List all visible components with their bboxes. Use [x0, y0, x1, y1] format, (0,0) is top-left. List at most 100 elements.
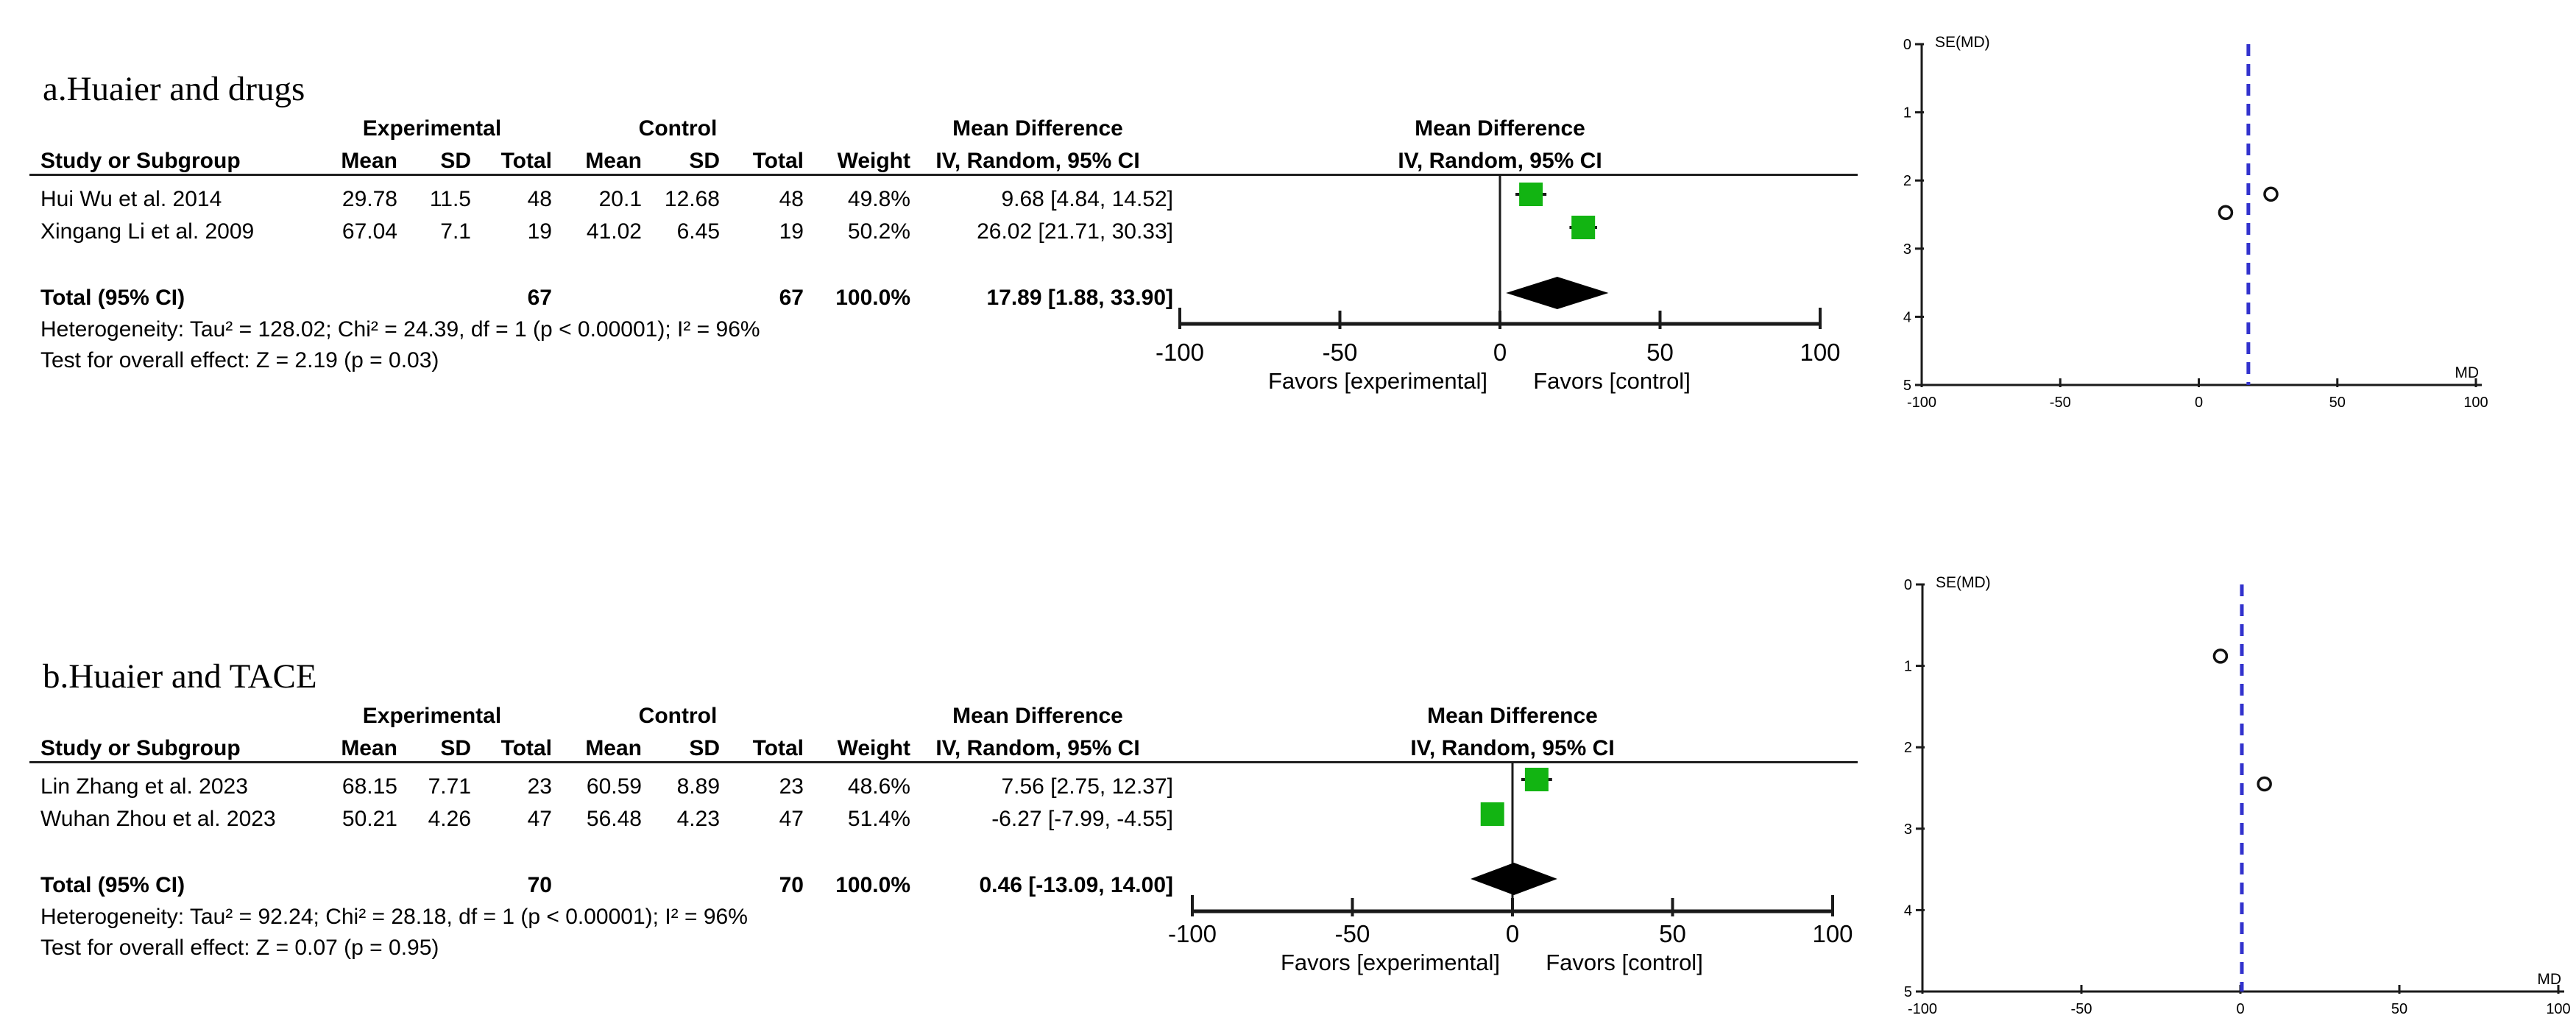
header-weight: Weight: [837, 149, 910, 173]
heterogeneity-line: Heterogeneity: Tau² = 92.24; Chi² = 28.1…: [40, 905, 748, 929]
md-column-title: Mean Difference: [952, 116, 1123, 141]
total-exp-n: 70: [527, 873, 552, 897]
group-header-experimental: Experimental: [362, 704, 502, 728]
forest-tick-label: 0: [1493, 339, 1507, 366]
funnel-x-tick-label: 100: [2463, 395, 2488, 411]
forest-tick-label: 100: [1812, 920, 1853, 947]
cell-weight: 48.6%: [847, 774, 910, 799]
funnel-y-tick-label: 1: [1903, 105, 1911, 121]
heterogeneity-line: Heterogeneity: Tau² = 128.02; Chi² = 24.…: [40, 317, 760, 342]
funnel-y-tick-label: 0: [1904, 577, 1912, 593]
cell-ctl-sd: 12.68: [664, 187, 720, 211]
overall-effect-line: Test for overall effect: Z = 2.19 (p = 0…: [40, 348, 439, 372]
funnel-y-tick-label: 1: [1904, 659, 1912, 675]
header-study: Study or Subgroup: [40, 736, 241, 760]
total-weight: 100.0%: [835, 286, 910, 310]
header-exp-mean: Mean: [341, 736, 397, 760]
header-rule: [29, 174, 1858, 176]
header-ctl-mean: Mean: [585, 149, 642, 173]
favors-right-label: Favors [control]: [1533, 368, 1691, 394]
cell-ci: 9.68 [4.84, 14.52]: [1001, 187, 1173, 211]
funnel-x-tick-label: 50: [2391, 1001, 2407, 1017]
favors-left-label: Favors [experimental]: [1281, 950, 1500, 975]
funnel-x-tick-label: -100: [1907, 395, 1936, 411]
cell-exp-mean: 67.04: [342, 219, 397, 244]
cell-exp-total: 19: [527, 219, 552, 244]
funnel-y-tick-label: 4: [1904, 902, 1912, 919]
cell-exp-sd: 4.26: [428, 807, 471, 831]
funnel-x-tick-label: -100: [1908, 1001, 1937, 1017]
forest-tick-label: 100: [1800, 339, 1840, 366]
total-label: Total (95% CI): [40, 286, 185, 310]
cell-exp-total: 47: [527, 807, 552, 831]
forest-tick-label: -100: [1168, 920, 1217, 947]
total-diamond: [1471, 863, 1557, 895]
forest-tick-label: -50: [1323, 339, 1358, 366]
cell-study: Wuhan Zhou et al. 2023: [40, 807, 276, 831]
cell-ctl-mean: 41.02: [586, 219, 642, 244]
funnel-y-tick-label: 5: [1904, 984, 1912, 1000]
header-ctl-mean: Mean: [585, 736, 642, 760]
funnel-study-point: [2257, 776, 2272, 792]
plot-column-subtitle: IV, Random, 95% CI: [1398, 149, 1602, 173]
cell-exp-total: 48: [527, 187, 552, 211]
funnel-study-point: [2263, 186, 2279, 202]
plot-column-subtitle: IV, Random, 95% CI: [1410, 736, 1615, 760]
plot-column-title: Mean Difference: [1415, 116, 1585, 141]
favors-right-label: Favors [control]: [1546, 950, 1703, 975]
header-exp-total: Total: [500, 736, 552, 760]
header-exp-total: Total: [500, 149, 552, 173]
funnel-x-axis-label: MD: [2537, 971, 2561, 988]
cell-ctl-sd: 4.23: [676, 807, 720, 831]
funnel-x-tick-label: 100: [2546, 1001, 2570, 1017]
total-exp-n: 67: [527, 286, 552, 310]
total-ctl-n: 70: [779, 873, 804, 897]
cell-ci: 7.56 [2.75, 12.37]: [1001, 774, 1173, 799]
cell-weight: 50.2%: [847, 219, 910, 244]
forest-tick-label: -100: [1156, 339, 1204, 366]
plot-column-title: Mean Difference: [1427, 704, 1598, 728]
cell-exp-mean: 29.78: [342, 187, 397, 211]
funnel-x-tick-label: 0: [2236, 1001, 2244, 1017]
funnel-y-tick-label: 2: [1903, 173, 1911, 189]
funnel-x-tick-label: -50: [2071, 1001, 2092, 1017]
header-ctl-sd: SD: [689, 149, 720, 173]
study-effect-marker: [1571, 216, 1596, 239]
total-weight: 100.0%: [835, 873, 910, 897]
md-column-subtitle: IV, Random, 95% CI: [935, 149, 1140, 173]
forest-tick-label: 50: [1646, 339, 1674, 366]
cell-exp-mean: 50.21: [342, 807, 397, 831]
forest-tick-label: 0: [1506, 920, 1519, 947]
md-column-subtitle: IV, Random, 95% CI: [935, 736, 1140, 760]
total-diamond: [1506, 277, 1609, 309]
cell-exp-sd: 11.5: [429, 187, 471, 211]
cell-exp-sd: 7.1: [440, 219, 471, 244]
header-ctl-sd: SD: [689, 736, 720, 760]
funnel-y-tick-label: 3: [1904, 821, 1912, 838]
cell-ctl-total: 23: [779, 774, 804, 799]
cell-ctl-mean: 60.59: [586, 774, 642, 799]
cell-ctl-sd: 8.89: [676, 774, 720, 799]
favors-left-label: Favors [experimental]: [1268, 368, 1487, 394]
study-effect-marker: [1480, 802, 1504, 826]
cell-exp-sd: 7.71: [428, 774, 471, 799]
cell-ctl-total: 48: [779, 187, 804, 211]
header-exp-sd: SD: [440, 149, 471, 173]
cell-ctl-mean: 56.48: [586, 807, 642, 831]
funnel-study-point: [2212, 648, 2229, 664]
study-effect-marker: [1524, 768, 1549, 791]
funnel-y-tick-label: 3: [1903, 241, 1911, 258]
header-exp-mean: Mean: [341, 149, 397, 173]
group-header-control: Control: [638, 116, 718, 141]
forest-tick-label: 50: [1659, 920, 1686, 947]
cell-ctl-total: 19: [779, 219, 804, 244]
overall-effect-line: Test for overall effect: Z = 0.07 (p = 0…: [40, 936, 439, 960]
cell-weight: 51.4%: [847, 807, 910, 831]
header-exp-sd: SD: [440, 736, 471, 760]
cell-ci: -6.27 [-7.99, -4.55]: [991, 807, 1173, 831]
funnel-x-tick-label: 50: [2329, 395, 2346, 411]
header-ctl-total: Total: [752, 149, 804, 173]
cell-exp-mean: 68.15: [342, 774, 397, 799]
cell-ctl-total: 47: [779, 807, 804, 831]
cell-study: Xingang Li et al. 2009: [40, 219, 255, 244]
